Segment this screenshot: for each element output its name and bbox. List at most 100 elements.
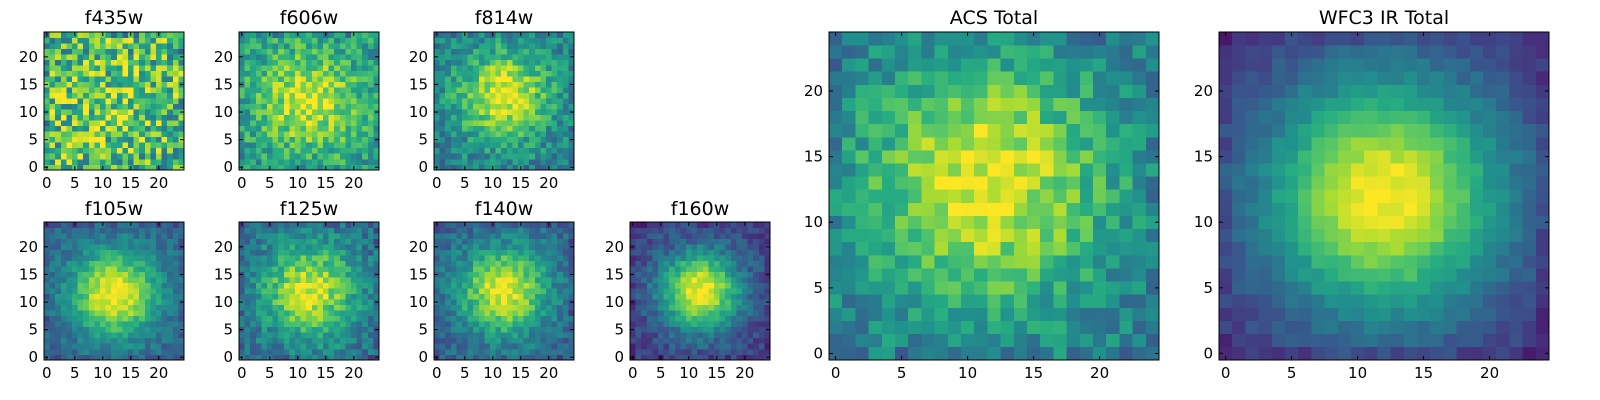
heatmap-cell	[351, 65, 357, 71]
heatmap-cell	[512, 153, 519, 160]
heatmap-cell	[551, 266, 558, 272]
heatmap-cell	[974, 320, 988, 335]
heatmap-cell	[83, 103, 90, 110]
heatmap-cell	[434, 348, 440, 355]
heatmap-cell	[323, 120, 329, 127]
heatmap-cell	[323, 109, 329, 116]
heatmap-cell	[747, 310, 754, 317]
heatmap-cell	[66, 326, 73, 333]
heatmap-cell	[1119, 268, 1133, 282]
heatmap-cell	[66, 304, 73, 311]
heatmap-cell	[172, 103, 179, 110]
heatmap-cell	[311, 114, 318, 121]
heatmap-cell	[66, 282, 73, 289]
heatmap-cell	[156, 315, 162, 322]
heatmap-cell	[1079, 163, 1094, 177]
heatmap-cell	[351, 120, 357, 127]
y-tick-label: 5	[223, 321, 233, 339]
heatmap-cell	[557, 164, 564, 171]
heatmap-cell	[178, 310, 185, 317]
heatmap-cell	[122, 153, 129, 160]
heatmap-cell	[523, 343, 530, 350]
heatmap-cell	[339, 81, 346, 88]
heatmap-cell	[267, 76, 273, 82]
heatmap-cell	[311, 315, 318, 322]
heatmap-cell	[88, 238, 95, 245]
heatmap-cell	[753, 310, 760, 317]
heatmap-cell	[255, 125, 262, 132]
heatmap-cell	[77, 337, 84, 344]
heatmap-cell	[272, 288, 279, 295]
heatmap-cell	[311, 332, 318, 339]
heatmap-cell	[334, 98, 341, 105]
heatmap-cell	[283, 321, 290, 328]
heatmap-cell	[328, 87, 335, 94]
heatmap-cell	[244, 43, 251, 49]
heatmap-cell	[300, 222, 307, 228]
heatmap-cell	[652, 282, 659, 289]
heatmap-cell	[261, 249, 268, 256]
heatmap-cell	[725, 321, 732, 328]
heatmap-cell	[495, 244, 502, 250]
heatmap-cell	[167, 260, 174, 267]
heatmap-cell	[512, 70, 519, 77]
heatmap-cell	[881, 163, 896, 177]
heatmap-cell	[529, 120, 536, 127]
heatmap-cell	[557, 326, 564, 333]
heatmap-cell	[652, 326, 659, 333]
heatmap-cell	[239, 255, 245, 261]
heatmap-cell	[139, 81, 146, 88]
heatmap-cell	[1000, 228, 1015, 243]
heatmap-cell	[674, 337, 681, 344]
heatmap-cell	[462, 266, 468, 272]
heatmap-cell	[646, 255, 653, 261]
heatmap-cell	[83, 48, 90, 55]
heatmap-cell	[1000, 255, 1015, 269]
heatmap-cell	[434, 131, 440, 138]
heatmap-cell	[161, 103, 168, 110]
heatmap-cell	[568, 37, 575, 44]
heatmap-cell	[736, 282, 743, 289]
heatmap-cell	[49, 70, 56, 77]
heatmap-cell	[495, 114, 502, 121]
heatmap-cell	[934, 307, 949, 321]
panel-title: f125w	[280, 198, 339, 220]
heatmap-cell	[490, 282, 496, 289]
heatmap-cell	[490, 255, 496, 261]
heatmap-cell	[518, 315, 524, 322]
heatmap-cell	[161, 255, 168, 261]
heatmap-cell	[345, 37, 352, 44]
heatmap-cell	[641, 299, 648, 306]
heatmap-cell	[250, 43, 257, 49]
heatmap-cell	[568, 65, 575, 71]
heatmap-cell	[328, 293, 335, 300]
heatmap-cell	[1053, 163, 1067, 177]
heatmap-cell	[562, 238, 569, 245]
heatmap-cell	[250, 65, 257, 71]
heatmap-cell	[295, 153, 301, 160]
heatmap-cell	[747, 249, 754, 256]
heatmap-cell	[1027, 241, 1041, 256]
heatmap-cell	[373, 131, 380, 138]
heatmap-cell	[445, 43, 452, 49]
heatmap-cell	[156, 92, 162, 99]
heatmap-cell	[680, 244, 687, 250]
heatmap-cell	[478, 337, 485, 344]
heatmap-cell	[66, 238, 73, 245]
heatmap-cell	[367, 125, 374, 132]
heatmap-cell	[551, 70, 558, 77]
heatmap-cell	[674, 227, 681, 234]
heatmap-cell	[150, 37, 157, 44]
heatmap-cell	[730, 315, 737, 322]
heatmap-cell	[495, 48, 502, 55]
heatmap-cell	[144, 343, 151, 350]
heatmap-cell	[439, 233, 446, 239]
heatmap-cell	[334, 233, 341, 239]
heatmap-cell	[72, 288, 78, 295]
heatmap-cell	[261, 65, 268, 71]
heatmap-cell	[663, 337, 670, 344]
heatmap-cell	[66, 233, 73, 239]
heatmap-cell	[680, 310, 687, 317]
heatmap-cell	[128, 65, 134, 71]
heatmap-cell	[473, 238, 480, 245]
